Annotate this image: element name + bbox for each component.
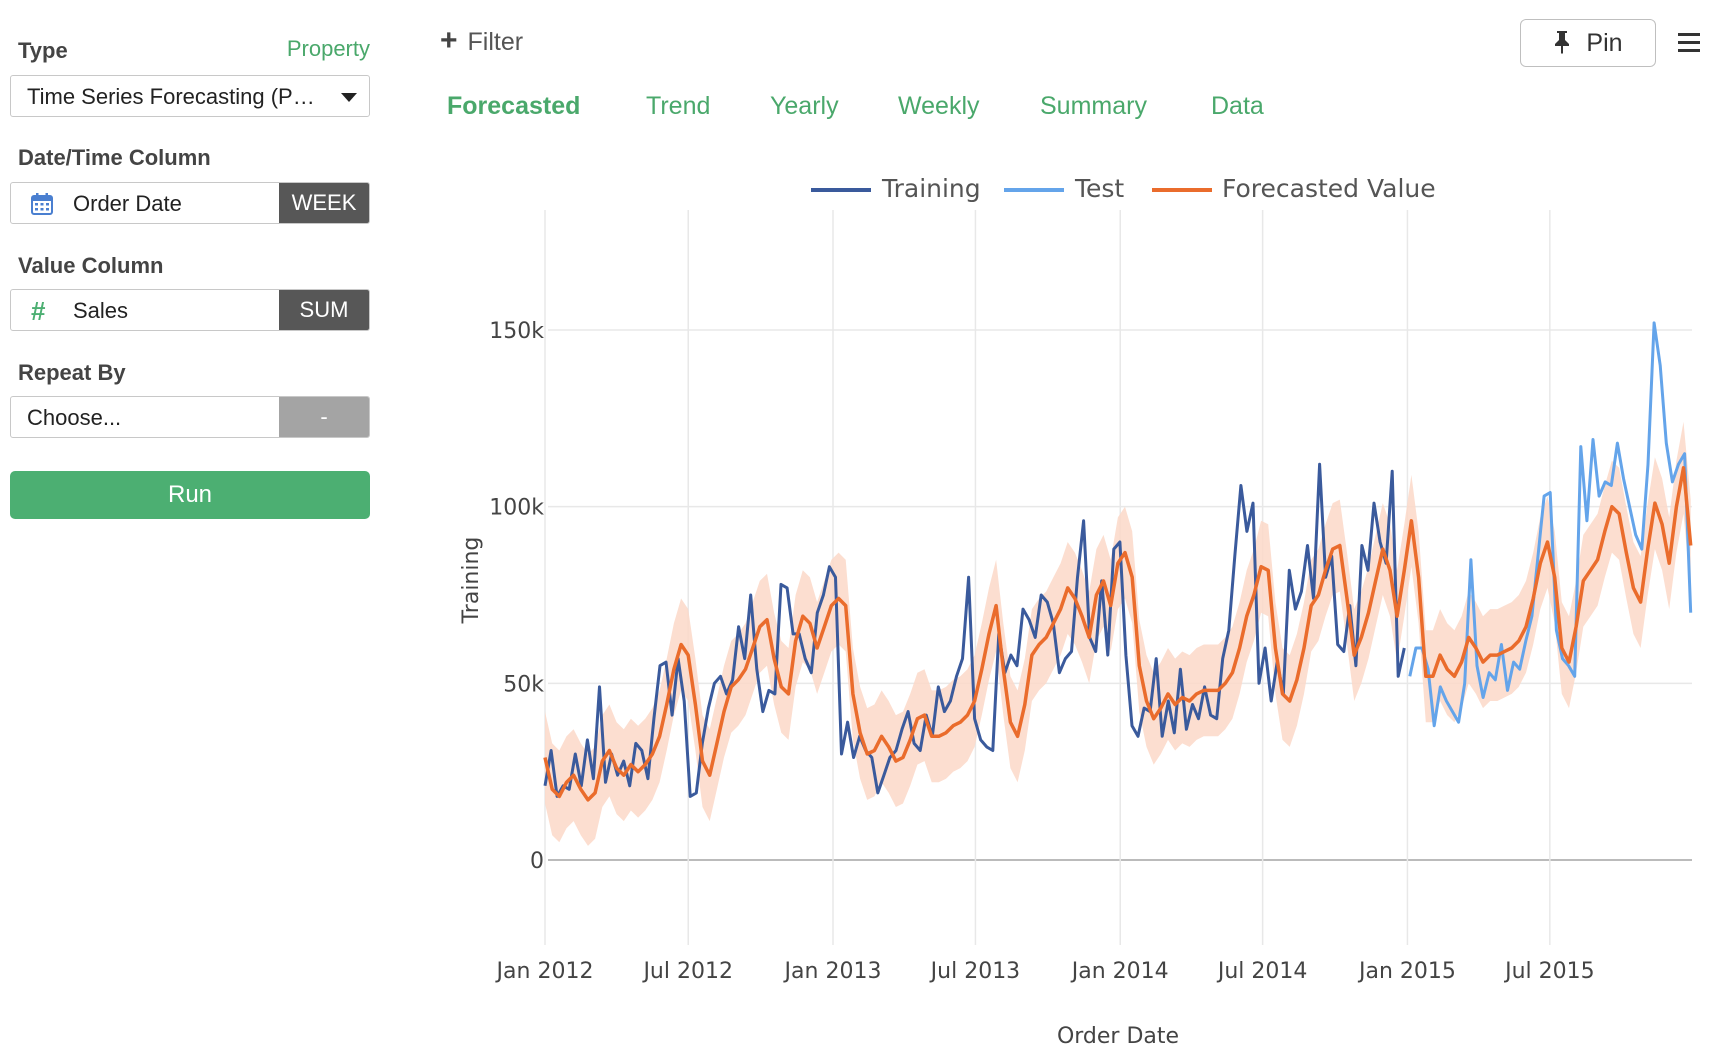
- x-tick-label: Jul 2012: [641, 959, 733, 984]
- repeat-by-value: Choose...: [27, 405, 122, 430]
- legend-training[interactable]: Training: [882, 174, 981, 203]
- forecast-confidence-band: [545, 421, 1691, 846]
- value-column-label: Value Column: [18, 253, 164, 278]
- value-column-field[interactable]: # Sales SUM: [10, 289, 370, 331]
- y-tick-label: 50k: [503, 672, 544, 697]
- y-tick-label: 100k: [489, 496, 544, 521]
- date-column-label: Date/Time Column: [18, 145, 211, 170]
- x-tick-label: Jan 2015: [1357, 959, 1456, 984]
- date-unit-button[interactable]: WEEK: [279, 183, 369, 223]
- x-tick-label: Jul 2014: [1216, 959, 1308, 984]
- forecast-series-line: [543, 466, 1693, 802]
- test-series-line: [1408, 321, 1693, 728]
- x-tick-label: Jul 2013: [929, 959, 1021, 984]
- tab-data[interactable]: Data: [1211, 92, 1264, 120]
- tab-forecasted[interactable]: Forecasted: [447, 92, 581, 120]
- repeat-by-field[interactable]: Choose... -: [10, 396, 370, 438]
- date-column-value: Order Date: [73, 191, 182, 216]
- legend-swatch-forecast: [1152, 188, 1212, 192]
- hamburger-menu-icon[interactable]: [1678, 33, 1700, 57]
- value-column-value: Sales: [73, 298, 129, 323]
- pin-icon: [1553, 29, 1586, 57]
- aggregation-button[interactable]: SUM: [279, 290, 369, 330]
- tab-weekly[interactable]: Weekly: [898, 92, 980, 120]
- tab-summary[interactable]: Summary: [1040, 92, 1147, 120]
- y-axis-label: Training: [459, 537, 484, 625]
- pin-label: Pin: [1586, 29, 1623, 57]
- x-tick-label: Jan 2014: [1070, 959, 1169, 984]
- settings-panel: Type Property Time Series Forecasting (P…: [0, 0, 380, 1060]
- plus-icon: +: [440, 24, 458, 57]
- chevron-down-icon: [341, 93, 357, 102]
- repeat-by-label: Repeat By: [18, 360, 126, 385]
- pin-button[interactable]: Pin: [1520, 19, 1656, 67]
- date-column-field[interactable]: Order Date WEEK: [10, 182, 370, 224]
- tab-trend[interactable]: Trend: [646, 92, 711, 120]
- filter-label: Filter: [467, 28, 524, 56]
- calendar-icon: [31, 193, 53, 220]
- y-tick-label: 0: [530, 849, 544, 874]
- type-select-value: Time Series Forecasting (P…: [27, 84, 315, 109]
- x-tick-label: Jan 2012: [495, 959, 594, 984]
- repeat-by-addon: -: [279, 397, 369, 437]
- filter-button[interactable]: + Filter: [440, 24, 523, 58]
- type-label: Type: [18, 38, 68, 63]
- type-select[interactable]: Time Series Forecasting (P…: [10, 75, 370, 117]
- legend-forecasted-value[interactable]: Forecasted Value: [1222, 174, 1436, 203]
- legend-test[interactable]: Test: [1075, 174, 1125, 203]
- run-button[interactable]: Run: [10, 471, 370, 519]
- property-link[interactable]: Property: [286, 36, 370, 61]
- x-tick-label: Jul 2015: [1503, 959, 1595, 984]
- x-tick-label: Jan 2013: [783, 959, 882, 984]
- x-axis-label: Order Date: [1057, 1024, 1179, 1049]
- tab-yearly[interactable]: Yearly: [770, 92, 839, 120]
- legend-swatch-training: [811, 188, 871, 192]
- training-series-line: [543, 462, 1406, 798]
- legend-swatch-test: [1004, 188, 1064, 192]
- hash-icon: #: [31, 296, 46, 326]
- y-tick-label: 150k: [489, 319, 544, 344]
